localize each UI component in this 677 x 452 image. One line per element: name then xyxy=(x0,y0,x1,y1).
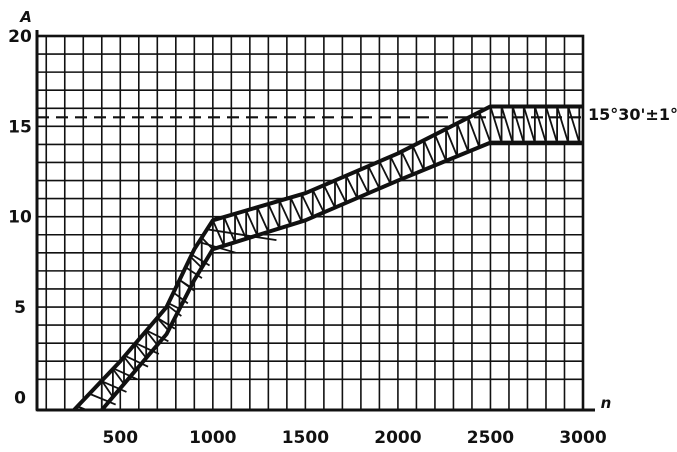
band-fill xyxy=(74,106,583,410)
band-hatch xyxy=(334,180,347,204)
y-axis-label: A xyxy=(19,8,32,26)
grid xyxy=(37,36,583,410)
band-hatch xyxy=(534,106,547,143)
band-hatch xyxy=(445,128,458,157)
band-hatch xyxy=(185,266,203,279)
band-hatch xyxy=(113,367,138,381)
band-hatch xyxy=(189,256,203,269)
reference-line-label: 15°30'±1° xyxy=(588,105,677,124)
band-hatch xyxy=(356,170,370,194)
band-hatch xyxy=(489,106,503,143)
band-hatch xyxy=(323,184,336,208)
band-hatch xyxy=(166,304,182,317)
band-hatch xyxy=(434,134,447,162)
band-hatch xyxy=(146,329,169,343)
y-tick-label: 0 xyxy=(14,388,26,408)
band-hatch xyxy=(134,343,147,359)
band-hatch xyxy=(124,354,149,368)
axes xyxy=(35,30,595,412)
band-hatch xyxy=(101,380,127,393)
band-hatch xyxy=(467,117,481,148)
band-hatch xyxy=(206,228,277,242)
plot-frame xyxy=(35,34,585,412)
band-hatch xyxy=(567,106,581,143)
band-hatch xyxy=(311,189,325,213)
y-tick-label: 5 xyxy=(14,298,26,318)
series-lower-line xyxy=(100,140,583,410)
band-hatch xyxy=(135,342,160,355)
band-hatch xyxy=(556,106,570,143)
band-hatch xyxy=(201,237,214,250)
band-area xyxy=(72,104,583,410)
band-hatch xyxy=(123,356,136,372)
band-hatch xyxy=(545,106,558,143)
band-hatch xyxy=(101,380,114,398)
band-hatch xyxy=(500,106,514,143)
band-hatch xyxy=(378,160,392,185)
band-hatch xyxy=(278,200,292,226)
band-hatch xyxy=(212,219,225,247)
x-tick-label: 1000 xyxy=(189,428,236,448)
y-tick-label: 20 xyxy=(8,27,32,47)
band-hatch xyxy=(223,216,236,243)
x-tick-label: 2500 xyxy=(467,428,514,448)
band-hatch xyxy=(267,203,281,229)
band-hatch xyxy=(522,106,536,143)
band-hatch xyxy=(145,330,159,346)
band-hatch xyxy=(77,405,90,410)
band-hatch xyxy=(289,197,303,222)
x-tick-label: 2000 xyxy=(374,428,421,448)
y-tick-label: 15 xyxy=(8,117,32,137)
band-hatch xyxy=(256,206,270,233)
y-tick-label: 10 xyxy=(8,208,32,228)
x-axis-label: n xyxy=(601,394,612,412)
band-hatch xyxy=(456,123,470,153)
x-tick-label: 1500 xyxy=(282,428,329,448)
x-tick-label: 500 xyxy=(103,428,139,448)
tick-labels: 500 1000 1500 2000 2500 3000 0 5 10 15 20 xyxy=(8,27,607,448)
band-hatch xyxy=(367,165,381,189)
band-hatch xyxy=(389,156,403,180)
x-tick-label: 3000 xyxy=(559,428,606,448)
band-hatch xyxy=(345,175,359,199)
band-hatch xyxy=(400,151,414,175)
band-hatch xyxy=(411,145,425,171)
series-upper-line xyxy=(72,104,583,410)
band-hatch xyxy=(112,368,125,385)
band-hatch xyxy=(89,392,117,406)
band-hatch xyxy=(423,139,436,166)
band-hatch xyxy=(300,193,314,218)
band-hatch xyxy=(168,302,180,310)
band-hatch xyxy=(245,210,259,236)
band-hatch xyxy=(191,253,211,267)
band-hatch xyxy=(511,106,525,143)
